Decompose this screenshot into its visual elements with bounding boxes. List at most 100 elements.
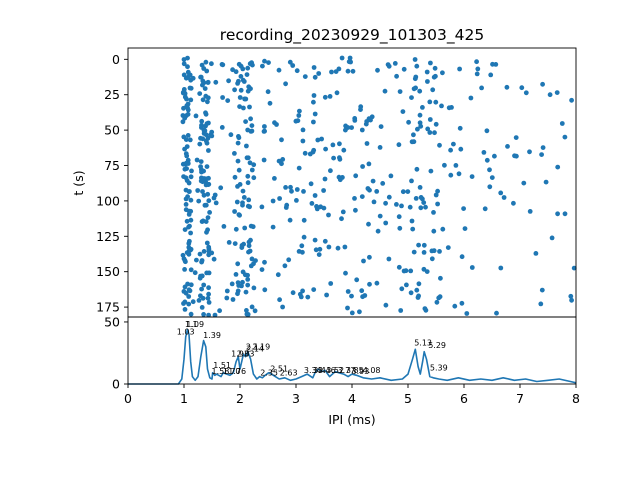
raster-point (201, 312, 207, 317)
raster-point (224, 295, 230, 301)
raster-point (253, 258, 258, 263)
raster-point (232, 87, 238, 93)
raster-point (199, 62, 205, 68)
raster-point (267, 100, 273, 106)
y-tick-label: 125 (96, 229, 120, 244)
raster-point (549, 235, 555, 241)
y-tick-label: 150 (96, 264, 120, 279)
peak-label: 2.03 (237, 350, 255, 359)
raster-point (547, 92, 553, 98)
raster-point (196, 298, 202, 303)
raster-point (540, 145, 546, 151)
raster-point (399, 286, 405, 292)
raster-point (409, 178, 414, 184)
raster-point (296, 113, 302, 118)
raster-point (245, 203, 251, 209)
raster-point (501, 195, 507, 200)
raster-point (236, 212, 242, 218)
raster-point (446, 105, 452, 111)
raster-point (296, 165, 302, 171)
raster-point (436, 295, 442, 301)
raster-point (239, 283, 244, 289)
raster-point (182, 267, 188, 272)
raster-point (181, 61, 187, 67)
raster-y-axis-label: t (s) (71, 170, 86, 195)
raster-point (224, 288, 230, 294)
raster-point (196, 198, 202, 204)
raster-point (422, 306, 428, 311)
x-tick-label: 3 (292, 391, 300, 406)
y-tick-label: 175 (96, 300, 120, 315)
raster-point (418, 195, 424, 200)
raster-point (322, 94, 328, 100)
raster-point (202, 202, 208, 208)
peak-label: 5.29 (428, 341, 446, 350)
raster-point (349, 310, 355, 316)
raster-point (286, 257, 292, 263)
raster-point (498, 190, 504, 196)
raster-point (569, 297, 574, 303)
raster-point (233, 272, 239, 277)
raster-point (181, 105, 186, 111)
raster-point (300, 249, 305, 255)
raster-point (201, 127, 207, 133)
raster-point (220, 95, 226, 100)
raster-point (345, 289, 351, 294)
x-tick-label: 4 (348, 391, 356, 406)
raster-point (182, 307, 188, 312)
raster-point (383, 302, 389, 308)
raster-point (374, 280, 380, 286)
raster-point (197, 275, 203, 281)
raster-point (280, 157, 286, 162)
raster-point (328, 281, 334, 286)
raster-point (240, 279, 245, 285)
raster-point (294, 187, 300, 192)
raster-point (302, 150, 308, 156)
raster-point (294, 198, 299, 203)
raster-point (352, 116, 358, 121)
raster-point (242, 225, 248, 231)
peak-label: 5.39 (430, 363, 448, 372)
raster-point (247, 160, 253, 166)
raster-point (312, 237, 318, 243)
raster-point (428, 60, 433, 66)
raster-point (188, 267, 194, 273)
raster-point (185, 101, 191, 107)
raster-point (185, 133, 191, 138)
raster-point (199, 122, 204, 128)
raster-point (433, 73, 438, 79)
raster-point (235, 81, 241, 86)
raster-point (380, 181, 386, 186)
raster-point (276, 67, 282, 73)
raster-point (314, 204, 319, 209)
raster-point (186, 301, 192, 307)
raster-point (294, 68, 300, 74)
raster-point (248, 116, 254, 122)
raster-point (461, 206, 466, 212)
raster-point (437, 249, 442, 254)
raster-point (188, 282, 194, 288)
raster-point (243, 289, 249, 295)
raster-point (437, 142, 442, 148)
raster-point (358, 104, 364, 110)
raster-point (305, 294, 311, 300)
raster-point (394, 73, 399, 79)
raster-point (266, 60, 271, 65)
raster-point (421, 200, 427, 206)
raster-point (206, 120, 211, 126)
raster-point (230, 297, 236, 302)
raster-point (270, 224, 276, 230)
chart-title: recording_20230929_101303_425 (220, 26, 484, 45)
raster-point (186, 294, 192, 299)
raster-point (261, 157, 267, 163)
raster-point (209, 61, 214, 67)
raster-point (197, 91, 203, 96)
raster-point (322, 238, 328, 244)
raster-point (458, 146, 464, 152)
raster-point (262, 58, 267, 64)
raster-point (432, 130, 437, 136)
raster-point (412, 57, 418, 62)
raster-point (494, 310, 499, 316)
raster-point (203, 138, 209, 144)
